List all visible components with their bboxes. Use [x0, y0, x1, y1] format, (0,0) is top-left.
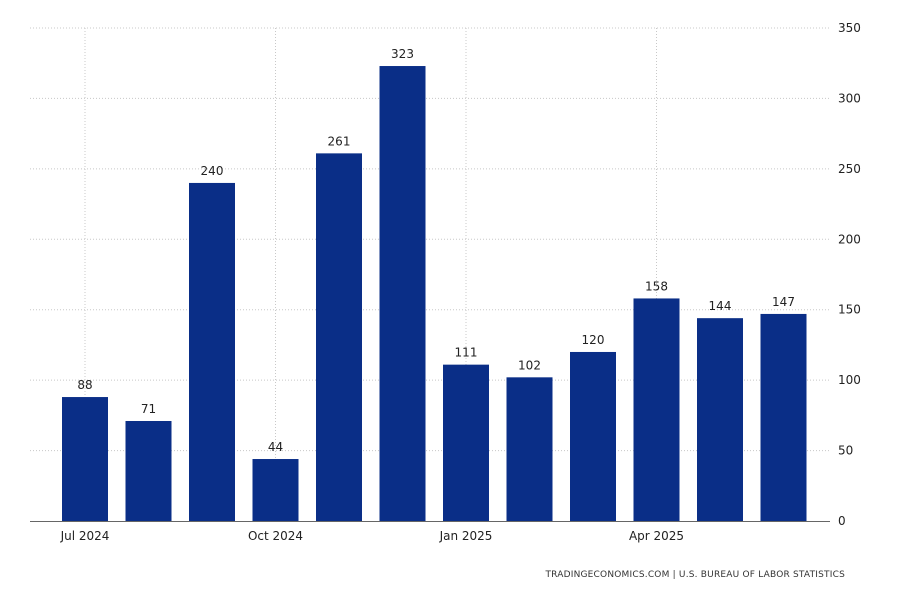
y-tick-label: 0: [838, 514, 846, 528]
source-attribution: TRADINGECONOMICS.COM | U.S. BUREAU OF LA…: [545, 570, 845, 580]
data-label: 71: [141, 402, 156, 416]
data-label: 111: [455, 346, 478, 360]
grid-layer: [30, 27, 830, 521]
x-tick-label: Apr 2025: [629, 529, 684, 543]
y-tick-label: 350: [838, 21, 861, 35]
y-tick-label: 250: [838, 162, 861, 176]
bars-layer: [62, 66, 807, 521]
data-label: 102: [518, 358, 541, 372]
bar[interactable]: [506, 377, 553, 521]
data-label: 44: [268, 440, 283, 454]
bar[interactable]: [125, 420, 172, 521]
bar[interactable]: [189, 182, 235, 521]
y-axis: 0 50 100 150 200 250 300 350: [838, 21, 861, 528]
bar[interactable]: [316, 153, 362, 521]
bar[interactable]: [62, 397, 108, 521]
y-tick-label: 200: [838, 232, 861, 246]
data-label: 88: [77, 378, 92, 392]
data-label: 120: [582, 333, 605, 347]
data-label: 240: [201, 164, 224, 178]
data-label: 261: [328, 134, 351, 148]
data-label: 158: [645, 279, 668, 293]
y-tick-label: 300: [838, 91, 861, 105]
bar[interactable]: [697, 318, 743, 521]
bar[interactable]: [443, 364, 489, 521]
y-tick-label: 150: [838, 303, 861, 317]
x-tick-label: Oct 2024: [248, 529, 303, 543]
bar[interactable]: [379, 66, 426, 521]
data-label: 323: [391, 47, 414, 61]
data-label: 144: [709, 299, 732, 313]
data-labels-layer: 88 71 240 44 261 323 111 102 120 158 144 147: [77, 47, 795, 454]
data-label: 147: [772, 295, 795, 309]
y-tick-label: 100: [838, 373, 861, 387]
x-axis: Jul 2024 Oct 2024 Jan 2025 Apr 2025: [30, 521, 830, 543]
bar[interactable]: [252, 459, 299, 521]
bar[interactable]: [760, 313, 807, 521]
x-tick-label: Jan 2025: [439, 529, 493, 543]
x-tick-label: Jul 2024: [60, 529, 110, 543]
y-tick-label: 50: [838, 444, 853, 458]
bar[interactable]: [633, 298, 680, 521]
bar[interactable]: [570, 351, 616, 521]
